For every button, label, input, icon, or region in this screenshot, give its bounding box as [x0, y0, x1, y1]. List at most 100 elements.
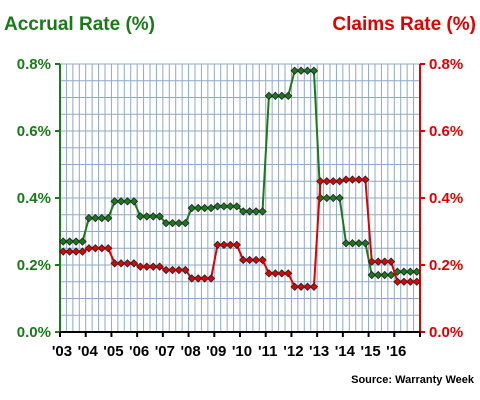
accrual-point [206, 203, 216, 213]
accrual-point [97, 213, 106, 223]
claims-point [181, 265, 190, 275]
accrual-point [84, 213, 94, 223]
claims-point [129, 259, 139, 268]
claims-point [245, 255, 254, 265]
accrual-point [71, 237, 81, 246]
accrual-point [168, 218, 177, 228]
x-tick-label: '11 [258, 343, 277, 360]
claims-point [367, 257, 376, 266]
claims-point [322, 177, 331, 186]
claims-point [374, 257, 383, 266]
claims-point [341, 175, 351, 184]
accrual-point [348, 239, 357, 248]
left-y-tick-label: 0.0% [17, 324, 51, 341]
claims-point [264, 269, 274, 278]
accrual-point [329, 193, 338, 203]
accrual-point [251, 207, 261, 216]
accrual-point [161, 218, 171, 228]
accrual-point [258, 207, 267, 216]
left-y-tick-label: 0.2% [17, 257, 51, 274]
right-y-tick-label: 0.8% [429, 56, 463, 73]
x-tick-label: '08 [180, 343, 200, 360]
claims-point [78, 247, 87, 256]
accrual-point [412, 267, 421, 276]
accrual-point [354, 239, 364, 248]
accrual-point [78, 237, 87, 246]
left-y-tick-label: 0.4% [17, 190, 51, 207]
accrual-point [309, 66, 319, 75]
claims-point [232, 240, 241, 250]
claims-point [104, 244, 113, 253]
claims-point [206, 274, 216, 283]
accrual-point [129, 197, 139, 206]
claims-point [187, 274, 196, 283]
claims-point [386, 257, 396, 266]
accrual-point [65, 237, 74, 246]
right-y-tick-label: 0.4% [429, 190, 463, 207]
accrual-point [380, 270, 389, 280]
claims-point [97, 244, 106, 253]
accrual-point [91, 213, 100, 223]
claims-point [142, 262, 151, 271]
x-tick-label: '05 [103, 343, 123, 360]
accrual-point [239, 207, 248, 216]
accrual-point [322, 193, 331, 203]
claims-point [335, 177, 344, 186]
series-layer [59, 66, 421, 291]
accrual-point [367, 270, 376, 280]
claims-point [303, 282, 312, 291]
grid [59, 63, 421, 333]
x-tick-label: '16 [386, 343, 406, 360]
accrual-point [361, 239, 370, 248]
accrual-point [149, 212, 158, 221]
accrual-point [271, 91, 280, 100]
labels: Accrual Rate (%) Claims Rate (%) Source:… [4, 14, 476, 386]
right-y-tick-label: 0.6% [429, 123, 463, 140]
x-tick-label: '14 [335, 343, 356, 360]
accrual-point [155, 212, 164, 221]
x-tick-label: '12 [283, 343, 303, 360]
x-tick-label: '07 [155, 343, 175, 360]
accrual-point [181, 218, 190, 228]
claims-point [309, 282, 319, 291]
x-tick-label: '15 [360, 343, 380, 360]
accrual-point [104, 213, 113, 223]
left-axis-title: Accrual Rate (%) [4, 14, 155, 35]
accrual-point [335, 193, 344, 203]
claims-point [406, 277, 415, 286]
claims-point [399, 277, 409, 286]
claims-point [219, 240, 229, 250]
claims-point [296, 282, 306, 291]
right-y-tick-label: 0.0% [429, 324, 463, 341]
claims-point [59, 247, 68, 256]
claims-point [290, 282, 299, 291]
accrual-point [296, 66, 306, 75]
claims-point [329, 177, 338, 186]
accrual-point [174, 218, 184, 228]
accrual-point [303, 66, 312, 75]
claims-point [354, 175, 364, 184]
left-y-tick-label: 0.8% [17, 56, 51, 73]
right-y-tick-label: 0.2% [429, 257, 463, 274]
accrual-point [374, 270, 383, 280]
claims-point [271, 269, 280, 278]
claims-point [149, 262, 158, 271]
x-tick-label: '09 [206, 343, 226, 360]
source-note: Source: Warranty Week [351, 374, 475, 386]
accrual-point [110, 197, 119, 206]
claims-point [110, 259, 119, 268]
accrual-point [316, 193, 325, 203]
x-tick-label: '10 [232, 343, 252, 360]
accrual-point [200, 203, 209, 213]
claims-point [284, 269, 293, 278]
accrual-point [386, 270, 396, 280]
accrual-point [264, 91, 274, 100]
claims-point [123, 259, 132, 268]
claims-point [200, 274, 209, 283]
claims-point [84, 244, 94, 253]
x-tick-label: '04 [78, 343, 99, 360]
accrual-point [284, 91, 293, 100]
left-y-tick-label: 0.6% [17, 123, 51, 140]
accrual-point [290, 66, 299, 75]
